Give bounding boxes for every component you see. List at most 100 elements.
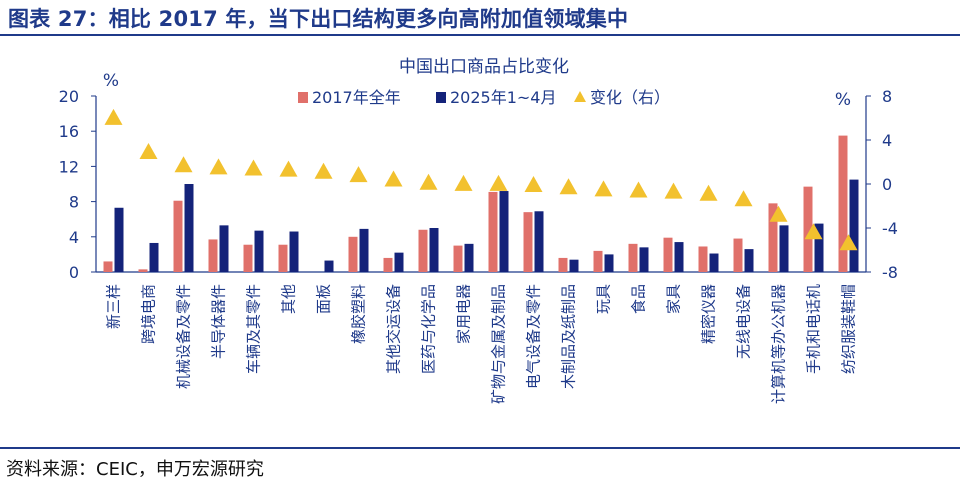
bar-2017 — [103, 261, 113, 272]
left-tick-label: 16 — [59, 122, 79, 141]
bar-2017 — [138, 269, 148, 272]
right-tick-label: 0 — [882, 175, 892, 194]
category-label: 面板 — [315, 284, 333, 314]
bar-2017 — [278, 244, 288, 272]
category-label: 矿物与金属及制品 — [490, 284, 508, 404]
change-marker — [839, 234, 858, 251]
bar-2025 — [289, 231, 299, 272]
bar-2025 — [534, 211, 544, 272]
change-marker — [804, 223, 823, 240]
bar-2025 — [744, 249, 754, 272]
bar-2025 — [359, 228, 369, 272]
bar-2025 — [604, 254, 614, 272]
bar-2025 — [814, 223, 824, 272]
bar-2017 — [593, 250, 603, 272]
category-label: 精密仪器 — [700, 284, 718, 344]
figure-title: 图表 27：相比 2017 年，当下出口结构更多向高附加值领域集中 — [8, 7, 629, 31]
change-marker — [524, 176, 543, 192]
category-label: 食品 — [630, 284, 648, 314]
bar-2017 — [418, 229, 428, 272]
legend-swatch-2025 — [436, 92, 446, 103]
source-note: 资料来源：CEIC，申万宏源研究 — [6, 459, 264, 480]
change-marker — [314, 162, 333, 179]
bar-2025 — [849, 179, 859, 272]
bar-2017 — [803, 186, 813, 272]
category-label: 家具 — [665, 284, 683, 314]
category-label: 无线电设备 — [735, 284, 753, 359]
change-marker — [419, 173, 438, 190]
category-label: 医药与化学品 — [420, 284, 438, 374]
category-label: 新三样 — [105, 284, 123, 329]
left-axis-unit: % — [103, 71, 119, 91]
left-tick-label: 8 — [69, 193, 79, 212]
chart-title: 中国出口商品占比变化 — [399, 57, 569, 77]
right-axis-unit: % — [835, 90, 851, 110]
change-marker — [629, 181, 648, 198]
bar-2017 — [733, 238, 743, 272]
bar-2025 — [674, 242, 684, 272]
bar-2017 — [523, 212, 533, 272]
category-label: 其他交运设备 — [385, 284, 403, 374]
bar-2017 — [558, 257, 568, 272]
category-label: 半导体器件 — [210, 284, 228, 359]
bar-2017 — [698, 246, 708, 272]
bar-2017 — [628, 243, 638, 272]
change-marker — [699, 184, 718, 201]
markers-layer — [104, 108, 858, 251]
change-marker — [244, 159, 263, 176]
bar-2025 — [324, 260, 334, 272]
change-marker — [349, 166, 368, 183]
bar-2017 — [243, 244, 253, 272]
bar-2025 — [394, 252, 404, 272]
category-label: 手机和电话机 — [805, 284, 823, 374]
category-label: 纺织服装鞋帽 — [840, 284, 858, 374]
bar-2025 — [709, 253, 719, 272]
change-marker — [209, 158, 228, 175]
category-label: 跨境电商 — [140, 284, 158, 344]
legend-label-2025: 2025年1~4月 — [450, 88, 557, 107]
bar-2017 — [173, 200, 183, 272]
bar-2017 — [383, 257, 393, 272]
bottom-divider — [0, 447, 960, 449]
change-marker — [384, 170, 403, 187]
left-tick-label: 4 — [69, 228, 79, 247]
change-marker — [769, 205, 788, 222]
category-label: 橡胶塑料 — [350, 284, 368, 344]
legend-label-change: 变化（右） — [590, 88, 670, 107]
legend-swatch-change — [574, 91, 586, 102]
bars-layer — [103, 135, 859, 272]
change-marker — [559, 178, 578, 195]
labels-layer: 中国出口商品占比变化%% 0 4 8 12 16 20 -8 -4 0 4 8 新三样 跨境电商 机械设备及… — [59, 57, 898, 404]
bar-2025 — [114, 207, 124, 272]
bar-2025 — [149, 242, 159, 272]
legend-swatch-2017 — [298, 92, 308, 103]
left-tick-label: 0 — [69, 263, 79, 282]
bar-2017 — [838, 135, 848, 272]
bar-2025 — [219, 225, 229, 272]
category-label: 家用电器 — [455, 284, 473, 344]
change-marker — [734, 190, 753, 207]
axes-layer — [91, 95, 871, 273]
legend-label-2017: 2017年全年 — [312, 88, 401, 107]
bar-2025 — [464, 243, 474, 272]
bar-2025 — [639, 247, 649, 272]
bar-2017 — [663, 237, 673, 272]
right-tick-label: 8 — [882, 87, 892, 106]
bar-2017 — [453, 245, 463, 272]
left-tick-label: 12 — [59, 157, 79, 176]
bar-2025 — [569, 259, 579, 272]
right-tick-label: -8 — [882, 263, 898, 282]
change-marker — [174, 156, 193, 173]
category-label: 电气设备及零件 — [525, 284, 543, 389]
change-marker — [594, 180, 613, 197]
bar-2017 — [768, 203, 778, 272]
change-marker — [279, 160, 298, 177]
change-marker — [139, 143, 158, 159]
top-divider — [0, 34, 960, 36]
bar-2017 — [348, 236, 358, 272]
category-label: 木制品及纸制品 — [560, 284, 578, 389]
category-label: 机械设备及零件 — [175, 284, 193, 389]
bar-2017 — [208, 239, 218, 272]
category-label: 玩具 — [595, 284, 613, 314]
right-tick-label: -4 — [882, 219, 898, 238]
